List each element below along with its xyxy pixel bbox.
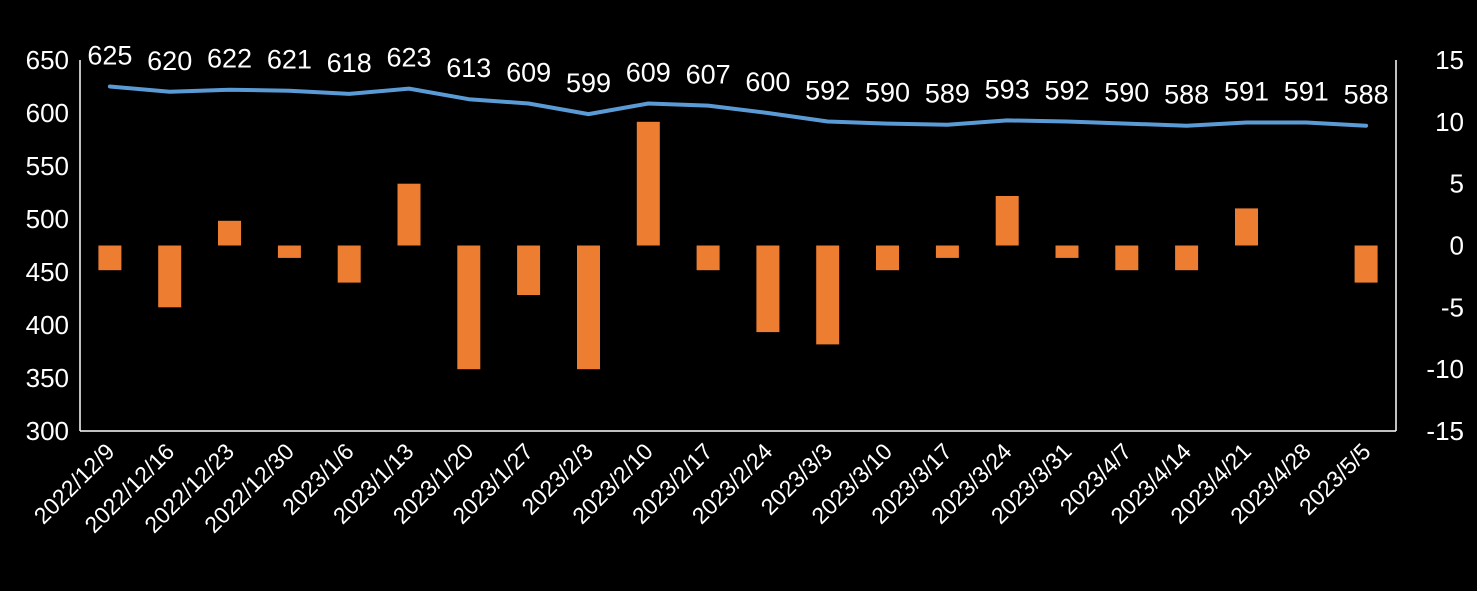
data-label-10: 607 bbox=[686, 60, 731, 90]
bar-10 bbox=[696, 245, 720, 271]
bar-2 bbox=[218, 220, 241, 246]
data-label-7: 609 bbox=[506, 58, 551, 88]
left-axis-ticks: 300 350 400 450 500 550 600 650 bbox=[26, 45, 69, 446]
data-label-11: 600 bbox=[745, 67, 790, 97]
data-label-1: 620 bbox=[147, 46, 192, 76]
data-label-9: 609 bbox=[626, 58, 671, 88]
data-label-8: 599 bbox=[566, 68, 611, 98]
right-tick-1: -10 bbox=[1426, 354, 1464, 384]
data-label-13: 590 bbox=[865, 78, 910, 108]
bar-1 bbox=[158, 245, 182, 308]
bar-17 bbox=[1115, 245, 1139, 271]
bar-16 bbox=[1055, 245, 1079, 258]
data-label-18: 588 bbox=[1164, 80, 1209, 110]
data-label-12: 592 bbox=[805, 76, 850, 106]
bar-21 bbox=[1354, 245, 1378, 283]
bar-12 bbox=[816, 245, 840, 345]
line-data-labels: 625 620 622 621 618 623 613 609 599 609 607 600 592 5… bbox=[87, 41, 1388, 110]
data-label-5: 623 bbox=[386, 43, 431, 73]
bar-15 bbox=[995, 196, 1019, 246]
data-label-15: 593 bbox=[985, 74, 1030, 104]
bar-5 bbox=[397, 183, 421, 246]
left-tick-4: 500 bbox=[26, 204, 69, 234]
bar-18 bbox=[1175, 245, 1199, 271]
left-tick-6: 600 bbox=[26, 98, 69, 128]
data-label-16: 592 bbox=[1044, 76, 1089, 106]
x-axis-ticks: 2022/12/92022/12/162022/12/232022/12/302… bbox=[29, 438, 1376, 538]
left-tick-2: 400 bbox=[26, 310, 69, 340]
bar-19 bbox=[1235, 208, 1258, 246]
right-tick-3: 0 bbox=[1450, 231, 1464, 261]
bar-14 bbox=[935, 245, 959, 258]
right-axis-ticks: -15 -10 -5 0 5 10 15 bbox=[1426, 45, 1464, 446]
data-label-2: 622 bbox=[207, 44, 252, 74]
bar-7 bbox=[517, 245, 541, 295]
left-tick-3: 450 bbox=[26, 257, 69, 287]
data-label-4: 618 bbox=[327, 48, 372, 78]
left-tick-7: 650 bbox=[26, 45, 69, 75]
data-label-17: 590 bbox=[1104, 78, 1149, 108]
line-series bbox=[107, 84, 1369, 128]
axes bbox=[79, 60, 1397, 432]
bar-0 bbox=[98, 245, 122, 271]
right-tick-5: 10 bbox=[1435, 107, 1464, 137]
bar-series bbox=[98, 121, 1378, 370]
data-label-6: 613 bbox=[446, 53, 491, 83]
data-label-19: 591 bbox=[1224, 77, 1269, 107]
data-label-21: 588 bbox=[1344, 80, 1389, 110]
bar-13 bbox=[876, 245, 899, 271]
bar-3 bbox=[277, 245, 301, 258]
bar-6 bbox=[457, 245, 481, 370]
left-tick-5: 550 bbox=[26, 151, 69, 181]
data-label-14: 589 bbox=[925, 79, 970, 109]
left-tick-1: 350 bbox=[26, 363, 69, 393]
right-tick-2: -5 bbox=[1441, 292, 1464, 322]
data-label-3: 621 bbox=[267, 45, 312, 75]
right-tick-4: 5 bbox=[1450, 169, 1464, 199]
data-label-0: 625 bbox=[87, 41, 132, 71]
bar-8 bbox=[577, 245, 600, 370]
right-tick-0: -15 bbox=[1426, 416, 1464, 446]
bar-4 bbox=[337, 245, 361, 283]
bar-11 bbox=[756, 245, 780, 333]
data-label-20: 591 bbox=[1284, 77, 1329, 107]
bar-9 bbox=[636, 121, 660, 246]
series-line bbox=[107, 84, 1369, 128]
right-tick-6: 15 bbox=[1435, 45, 1464, 75]
left-tick-0: 300 bbox=[26, 416, 69, 446]
